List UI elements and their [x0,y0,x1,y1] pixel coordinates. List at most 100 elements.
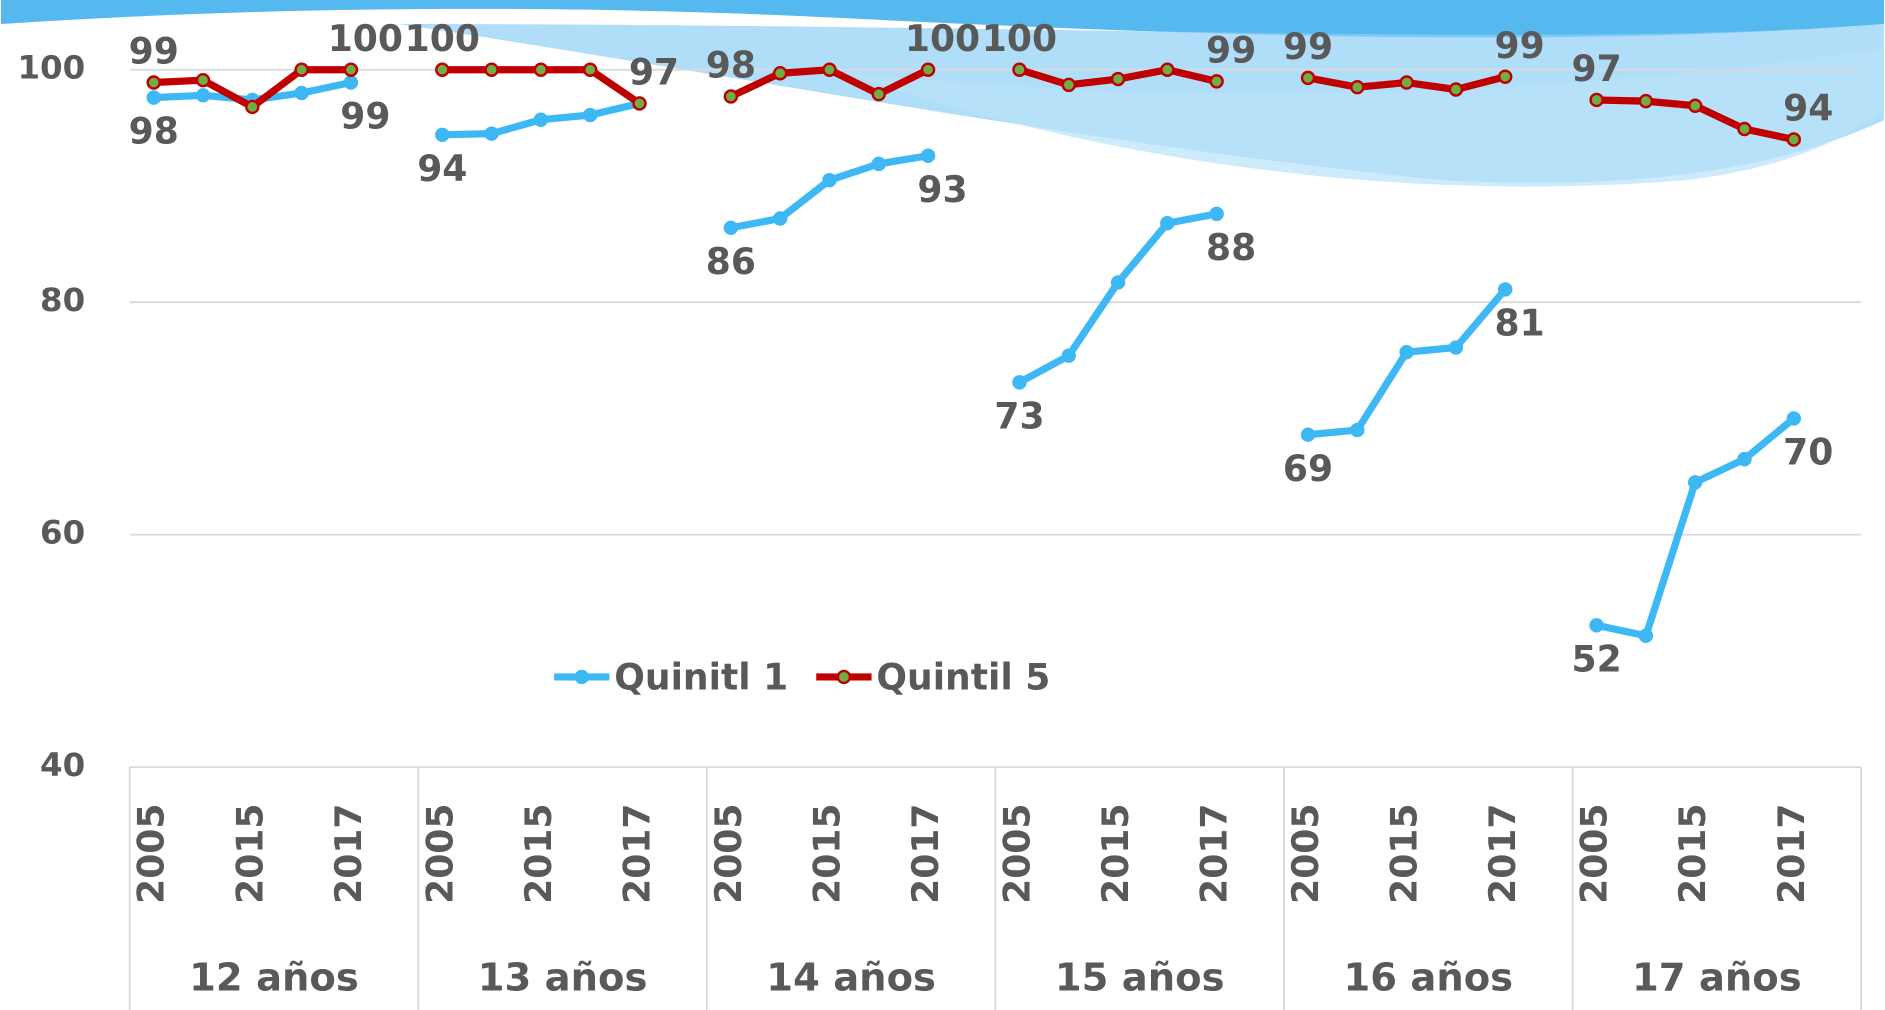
series-line [1308,289,1505,434]
x-tick-label: 2005 [131,804,173,904]
x-tick-label: 2017 [1771,804,1813,904]
data-point [197,74,209,86]
legend-marker [576,671,588,683]
data-point [1450,342,1462,354]
data-point [1013,376,1025,388]
data-label: 98 [129,111,179,153]
data-point [584,109,596,121]
data-point [1401,346,1413,358]
group-label: 15 años [1055,955,1225,1000]
data-point [1161,64,1173,76]
data-point [1591,619,1603,631]
data-point [1013,64,1025,76]
data-point [1112,73,1124,85]
y-tick-label: 100 [17,49,85,87]
data-point [1640,630,1652,642]
data-point [1112,276,1124,288]
data-point [1063,79,1075,91]
data-label: 99 [129,31,179,73]
data-point [1302,429,1314,441]
data-point [436,64,448,76]
data-label: 94 [417,148,467,190]
data-point [1161,217,1173,229]
chart: 40608010012 años13 años14 años15 años16 … [0,0,1885,1010]
data-point [1450,83,1462,95]
group-label: 17 años [1632,955,1802,1000]
data-point [1211,75,1223,87]
data-point [633,97,645,109]
data-label: 52 [1572,638,1622,680]
data-point [1689,476,1701,488]
data-point [197,89,209,101]
data-point [535,64,547,76]
data-point [1351,81,1363,93]
data-point [922,150,934,162]
legend-marker [838,671,850,683]
data-label: 70 [1783,432,1833,474]
x-tick-label: 2015 [806,804,848,904]
data-point [823,174,835,186]
data-point [1401,77,1413,89]
legend-label: Quintil 5 [876,656,1050,698]
data-label: 100 [405,18,480,60]
data-point [1063,350,1075,362]
data-point [873,158,885,170]
x-tick-label: 2017 [905,804,947,904]
data-point [486,64,498,76]
data-point [1591,94,1603,106]
data-label: 99 [1283,26,1333,68]
data-label: 88 [1206,227,1256,269]
data-point [345,77,357,89]
data-point [148,92,160,104]
data-label: 81 [1495,302,1545,344]
x-tick-label: 2015 [229,804,271,904]
data-point [345,64,357,76]
data-point [436,129,448,141]
x-tick-label: 2015 [518,804,560,904]
data-label: 99 [1206,30,1256,72]
x-tick-label: 2005 [419,804,461,904]
data-point [1640,95,1652,107]
x-tick-label: 2005 [1574,804,1616,904]
data-point [873,88,885,100]
data-label: 100 [982,18,1057,60]
group-label: 13 años [478,955,648,1000]
data-label: 94 [1783,88,1833,130]
y-tick-label: 80 [40,281,85,319]
data-point [1738,123,1750,135]
data-label: 98 [706,45,756,87]
data-point [584,64,596,76]
data-point [1499,71,1511,83]
data-point [774,213,786,225]
legend-label: Quinitl 1 [614,656,788,698]
group-label: 12 años [189,955,359,1000]
x-tick-label: 2017 [1194,804,1236,904]
x-tick-label: 2017 [617,804,659,904]
series-line [1019,214,1216,383]
group-label: 14 años [766,955,936,1000]
data-label: 99 [340,96,390,138]
data-point [774,67,786,79]
data-point [922,64,934,76]
data-label: 69 [1283,448,1333,490]
x-tick-label: 2015 [1672,804,1714,904]
x-tick-label: 2005 [708,804,750,904]
data-point [296,64,308,76]
data-point [1788,133,1800,145]
data-point [246,101,258,113]
data-point [148,77,160,89]
data-point [486,128,498,140]
data-point [823,64,835,76]
x-tick-label: 2015 [1095,804,1137,904]
legend: Quinitl 1 Quintil 5 [554,656,1050,698]
data-point [725,90,737,102]
x-tick-label: 2017 [1482,804,1524,904]
data-point [725,222,737,234]
data-label: 73 [994,395,1044,437]
data-label: 99 [1495,25,1545,67]
data-label: 97 [629,52,679,94]
data-point [1499,283,1511,295]
y-tick-label: 40 [40,746,85,784]
data-point [1738,453,1750,465]
data-label: 97 [1572,48,1622,90]
